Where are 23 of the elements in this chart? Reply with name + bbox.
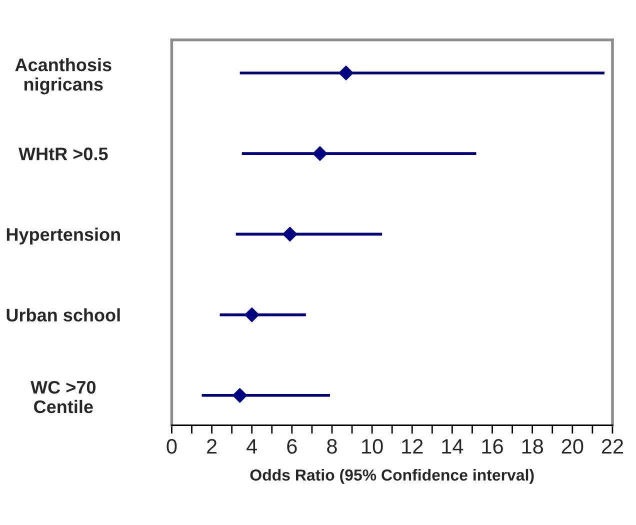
- x-tick-label: 16: [482, 438, 503, 454]
- x-tick-label: 4: [246, 439, 258, 454]
- point: [282, 226, 298, 242]
- x-tick-label: 2: [207, 438, 217, 454]
- x-tick-label: 12: [402, 438, 423, 454]
- x-tick-label: 6: [287, 438, 297, 454]
- y-tick-label: WHtR >0.5: [18, 148, 108, 160]
- x-tick-label: 14: [442, 439, 464, 454]
- point: [338, 65, 354, 81]
- x-tick-label: 18: [522, 438, 544, 454]
- point: [232, 388, 248, 404]
- x-tick-label: 10: [362, 438, 383, 454]
- y-tick-label: Urban school: [6, 308, 120, 322]
- x-tick-label: 8: [327, 438, 337, 454]
- y-tick-label: Acanthosis nigricans: [15, 58, 112, 94]
- x-tick-label: 20: [562, 438, 584, 454]
- point: [312, 146, 328, 162]
- x-tick-label: 22: [602, 438, 624, 454]
- x-axis-title: Odds Ratio (95% Confidence interval): [250, 468, 534, 484]
- point: [244, 307, 260, 322]
- x-tick-label: 0: [166, 438, 177, 454]
- y-tick-label: WC >70 Centile: [30, 380, 96, 414]
- y-tick-label: Hypertension: [6, 228, 120, 244]
